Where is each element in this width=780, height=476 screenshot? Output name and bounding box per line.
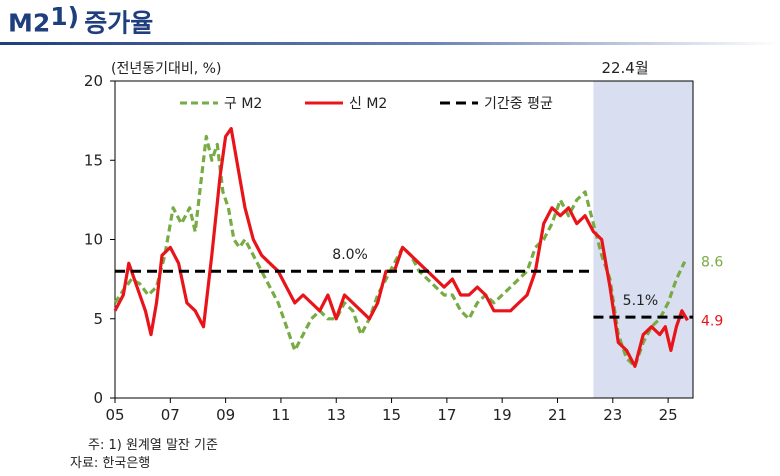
y-tick-label: 15 bbox=[84, 151, 103, 169]
shaded-period bbox=[593, 81, 693, 398]
x-tick-label: 11 bbox=[271, 406, 290, 424]
title-main: M2 bbox=[8, 8, 51, 38]
y-tick-label: 10 bbox=[84, 231, 103, 249]
x-tick-label: 23 bbox=[603, 406, 622, 424]
x-tick-label: 19 bbox=[493, 406, 512, 424]
y-tick-label: 5 bbox=[93, 310, 103, 328]
x-tick-label: 15 bbox=[382, 406, 401, 424]
footnote: 주: 1) 원계열 말잔 기준 bbox=[88, 438, 218, 453]
x-tick-label: 07 bbox=[161, 406, 180, 424]
y-tick-label: 0 bbox=[93, 389, 103, 407]
title-suffix: 증가율 bbox=[84, 8, 154, 38]
x-tick-label: 05 bbox=[105, 406, 124, 424]
data-annotation: 8.6 bbox=[701, 255, 723, 271]
x-tick-label: 25 bbox=[659, 406, 678, 424]
legend-label: 신 M2 bbox=[349, 96, 387, 112]
series-line-new-m2 bbox=[113, 127, 689, 368]
y-tick-label: 20 bbox=[84, 72, 103, 90]
data-annotation: 8.0% bbox=[332, 247, 368, 263]
source-note: 자료: 한국은행 bbox=[70, 456, 151, 471]
unit-label: (전년동기대비, %) bbox=[111, 61, 221, 77]
x-tick-label: 17 bbox=[437, 406, 456, 424]
x-tick-label: 13 bbox=[327, 406, 346, 424]
legend-label: 구 M2 bbox=[224, 96, 262, 112]
shaded-period-label: 22.4월 bbox=[601, 59, 648, 77]
x-tick-label: 09 bbox=[216, 406, 235, 424]
page-title: M21) 증가율 bbox=[8, 2, 153, 38]
x-tick-label: 21 bbox=[548, 406, 567, 424]
title-divider bbox=[0, 42, 780, 45]
legend-label: 기간중 평균 bbox=[484, 96, 553, 112]
series-line-old-m2 bbox=[113, 134, 687, 368]
title-superscript: 1) bbox=[50, 2, 80, 31]
data-annotation: 4.9 bbox=[701, 313, 723, 329]
data-annotation: 5.1% bbox=[623, 293, 659, 309]
